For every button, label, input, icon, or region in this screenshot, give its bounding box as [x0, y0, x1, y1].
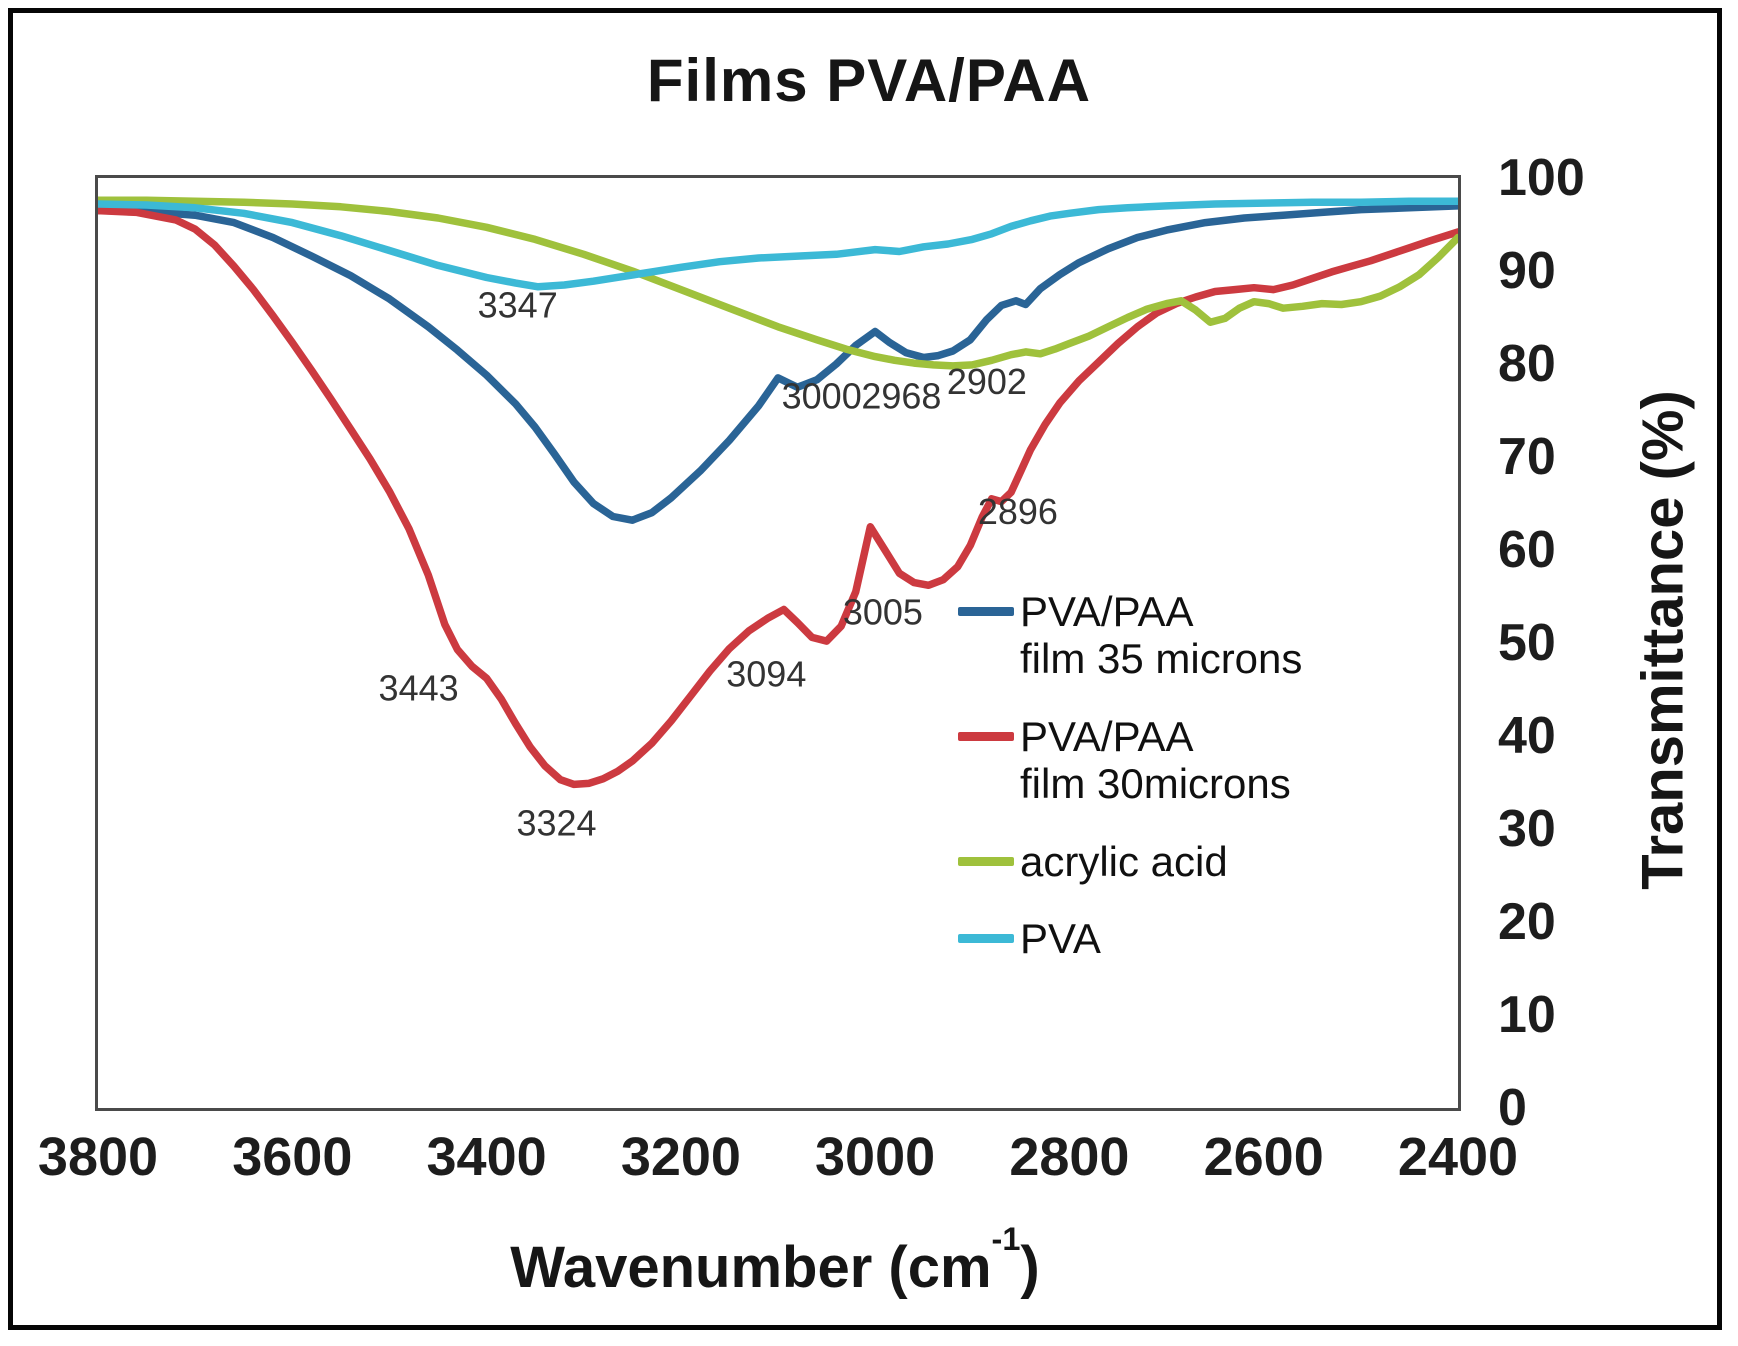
y-tick-label-80: 80 — [1498, 335, 1556, 393]
peak-label-2968: 2968 — [861, 376, 941, 417]
x-axis-title-prefix: Wavenumber (cm — [510, 1235, 992, 1300]
peak-label-2902: 2902 — [947, 361, 1027, 402]
peak-label-3324: 3324 — [516, 803, 596, 844]
x-tick-label-2600: 2600 — [1203, 1127, 1324, 1187]
peak-label-3443: 3443 — [379, 668, 459, 709]
y-axis-title: Transmittance (%) — [1630, 390, 1696, 890]
x-tick-label-3200: 3200 — [620, 1127, 741, 1187]
plot-area: 3347 3000 2968 2902 2896 3005 3094 3443 3324 — [95, 175, 1461, 1111]
peak-label-3347: 3347 — [478, 285, 558, 326]
y-tick-label-50: 50 — [1498, 614, 1556, 672]
legend-label-acrylic-acid: acrylic acid — [1020, 837, 1228, 885]
peak-label-2896: 2896 — [978, 491, 1058, 532]
spectrum-svg: 3347 3000 2968 2902 2896 3005 3094 3443 3324 — [98, 196, 1458, 844]
x-tick-label-3000: 3000 — [815, 1127, 936, 1187]
legend-entry-pva: PVA — [958, 915, 1302, 962]
y-tick-label-0: 0 — [1498, 1079, 1527, 1137]
legend-entry-acrylic-acid: acrylic acid — [958, 838, 1302, 885]
x-tick-label-2400: 2400 — [1397, 1127, 1519, 1187]
peak-label-3094: 3094 — [726, 654, 806, 695]
y-tick-label-20: 20 — [1498, 893, 1556, 951]
y-tick-label-30: 30 — [1498, 800, 1556, 858]
y-tick-label-70: 70 — [1498, 428, 1556, 486]
legend: PVA/PAA film 35 microns PVA/PAA film 30micr… — [958, 588, 1302, 963]
y-tick-label-10: 10 — [1498, 986, 1556, 1044]
x-tick-label-3400: 3400 — [426, 1127, 547, 1187]
legend-swatch-icon — [958, 856, 1014, 866]
y-tick-label-100: 100 — [1498, 149, 1585, 207]
x-tick-label-3600: 3600 — [232, 1127, 353, 1187]
x-tick-label-2800: 2800 — [1009, 1127, 1130, 1187]
legend-label-pva-paa-30: PVA/PAA film 30microns — [1020, 712, 1291, 808]
x-axis-title: Wavenumber (cm-1) — [510, 1221, 1040, 1301]
legend-entry-pva-paa-35: PVA/PAA film 35 microns — [958, 588, 1302, 683]
y-tick-label-60: 60 — [1498, 521, 1556, 579]
legend-label-pva: PVA — [1020, 915, 1101, 963]
x-tick-label-3800: 3800 — [37, 1127, 159, 1187]
series-curve-pva-paa-35 — [98, 202, 1458, 524]
legend-swatch-icon — [958, 934, 1014, 944]
y-tick-label-40: 40 — [1498, 707, 1556, 765]
peak-label-3005: 3005 — [843, 591, 923, 632]
y-tick-label-90: 90 — [1498, 242, 1556, 300]
y-axis-ticks: 100 90 80 70 60 50 40 30 20 10 0 — [1498, 149, 1648, 1137]
legend-swatch-icon — [958, 731, 1014, 741]
series-curve-acrylic-acid — [98, 196, 1458, 370]
legend-label-pva-paa-35: PVA/PAA film 35 microns — [1020, 588, 1303, 683]
chart-title: Films PVA/PAA — [646, 47, 1092, 114]
peak-label-3000: 3000 — [782, 376, 862, 417]
x-axis-title-superscript: -1 — [991, 1220, 1021, 1257]
x-axis-ticks: 3800 3600 3400 3200 3000 2800 2600 2400 — [38, 1126, 1518, 1198]
legend-entry-pva-paa-30: PVA/PAA film 30microns — [958, 713, 1302, 808]
legend-swatch-icon — [958, 607, 1014, 616]
series-curve-pva — [98, 197, 1458, 291]
series-curve-pva-paa-30 — [98, 206, 1458, 789]
x-axis-title-suffix: ) — [1020, 1235, 1040, 1300]
